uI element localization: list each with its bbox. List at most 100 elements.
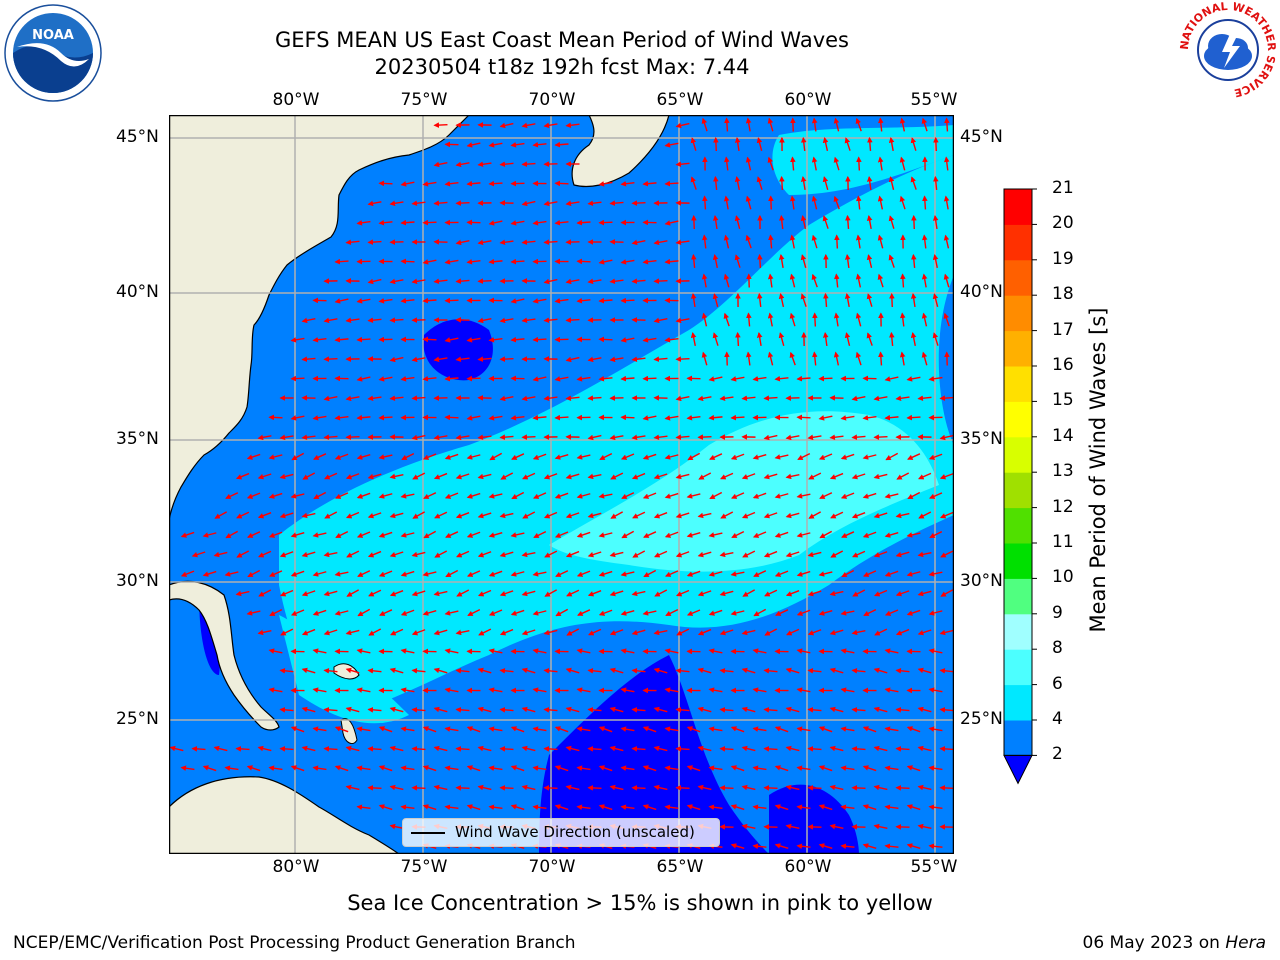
wind-arrow bbox=[642, 765, 657, 772]
wind-arrow bbox=[511, 491, 525, 500]
wind-arrow bbox=[697, 667, 712, 674]
wind-arrow bbox=[213, 551, 228, 558]
wind-arrow bbox=[763, 785, 778, 791]
wind-arrow bbox=[708, 414, 723, 421]
wind-arrow bbox=[939, 395, 954, 401]
page-subtitle: 20230504 t18z 192h fcst Max: 7.44 bbox=[374, 55, 750, 79]
wind-arrow bbox=[906, 726, 921, 733]
wind-arrow bbox=[708, 765, 723, 771]
wind-arrow bbox=[510, 142, 525, 148]
wind-arrow bbox=[488, 804, 503, 811]
wind-arrow bbox=[609, 200, 624, 206]
wind-arrow bbox=[779, 175, 785, 191]
wind-arrow bbox=[235, 472, 250, 480]
wind-arrow bbox=[906, 765, 921, 772]
wind-arrow bbox=[466, 415, 481, 421]
wind-arrow bbox=[851, 668, 866, 674]
wind-arrow bbox=[719, 629, 734, 636]
wind-arrow bbox=[345, 784, 360, 791]
wind-arrow bbox=[202, 765, 217, 772]
wind-arrow bbox=[312, 687, 327, 693]
wind-arrow bbox=[928, 687, 943, 693]
wind-arrow bbox=[510, 609, 525, 616]
wind-arrow bbox=[565, 395, 580, 401]
wind-arrow bbox=[389, 278, 404, 285]
wind-arrow bbox=[279, 512, 294, 519]
wind-arrow bbox=[609, 667, 624, 674]
wind-arrow bbox=[202, 570, 217, 577]
wind-arrow bbox=[620, 571, 635, 577]
page-title: GEFS MEAN US East Coast Mean Period of W… bbox=[275, 28, 849, 52]
wind-arrow bbox=[873, 589, 888, 597]
wind-arrow bbox=[313, 453, 327, 460]
wind-arrow bbox=[323, 395, 338, 402]
wind-arrow bbox=[844, 293, 851, 308]
wind-arrow bbox=[928, 571, 943, 577]
wind-arrow bbox=[708, 648, 723, 654]
wind-arrow bbox=[389, 784, 404, 791]
wind-arrow bbox=[763, 550, 778, 558]
wind-arrow bbox=[723, 312, 730, 327]
legend-label: Wind Wave Direction (unscaled) bbox=[455, 823, 695, 841]
wind-arrow bbox=[708, 687, 723, 693]
wind-arrow bbox=[910, 176, 917, 190]
wind-arrow bbox=[621, 492, 635, 499]
band-lt-2-a bbox=[423, 319, 493, 381]
wind-arrow bbox=[940, 589, 954, 597]
wind-arrow bbox=[323, 629, 338, 636]
lon-label-bottom: 60°W bbox=[784, 857, 832, 877]
wind-arrow bbox=[818, 765, 833, 772]
wind-arrow bbox=[312, 726, 327, 732]
wind-arrow bbox=[378, 531, 393, 538]
wind-arrow bbox=[323, 746, 338, 752]
wind-arrow bbox=[532, 141, 547, 148]
wind-arrow bbox=[576, 570, 591, 577]
wind-arrow bbox=[324, 472, 338, 480]
wind-arrow bbox=[510, 765, 525, 772]
wind-arrow bbox=[400, 648, 415, 654]
wind-arrow bbox=[357, 570, 371, 577]
wind-arrow bbox=[917, 745, 932, 752]
wind-arrow bbox=[345, 745, 360, 752]
wind-arrow bbox=[910, 332, 917, 347]
wind-arrow bbox=[543, 278, 558, 285]
wind-arrow bbox=[631, 278, 646, 284]
wind-arrow bbox=[346, 550, 360, 558]
wind-arrow bbox=[675, 395, 690, 402]
wind-arrow bbox=[767, 351, 774, 366]
wind-arrow bbox=[845, 214, 851, 230]
wind-arrow bbox=[851, 746, 866, 752]
wind-arrow bbox=[939, 785, 954, 791]
wind-arrow bbox=[566, 628, 580, 636]
wind-arrow bbox=[921, 117, 928, 132]
wind-arrow bbox=[367, 395, 382, 402]
wind-arrow bbox=[889, 331, 895, 347]
wind-arrow bbox=[741, 706, 756, 713]
wind-arrow bbox=[367, 512, 382, 519]
wind-arrow bbox=[921, 351, 928, 366]
wind-arrow bbox=[899, 195, 906, 210]
wind-arrow bbox=[422, 336, 437, 343]
wind-arrow bbox=[752, 453, 767, 460]
wind-arrow bbox=[906, 571, 921, 577]
wind-arrow bbox=[444, 453, 459, 460]
wind-arrow bbox=[840, 687, 855, 693]
wind-arrow bbox=[884, 687, 899, 693]
wind-arrow bbox=[378, 804, 393, 811]
wind-arrow bbox=[587, 785, 602, 791]
lon-label-top: 75°W bbox=[400, 90, 448, 110]
wind-arrow bbox=[532, 453, 547, 460]
wind-arrow bbox=[895, 628, 910, 636]
wind-arrow bbox=[697, 512, 712, 519]
wind-arrow bbox=[543, 707, 558, 713]
wind-arrow bbox=[697, 784, 712, 791]
colorbar-tick-label: 13 bbox=[1052, 461, 1074, 482]
wind-arrow bbox=[565, 512, 580, 519]
wind-arrow bbox=[741, 823, 756, 830]
wind-arrow bbox=[701, 312, 708, 327]
wind-arrow bbox=[499, 551, 514, 558]
wind-arrow bbox=[723, 156, 730, 171]
wind-arrow bbox=[620, 297, 635, 304]
wind-arrow bbox=[620, 259, 635, 265]
wind-arrow bbox=[851, 785, 866, 791]
